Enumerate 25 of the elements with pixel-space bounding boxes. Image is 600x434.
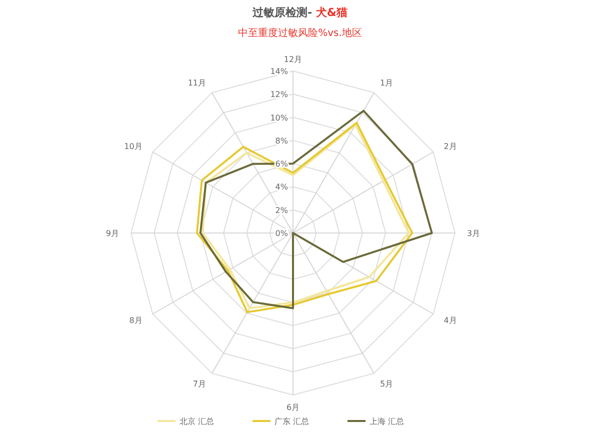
y-tick-label: 10% bbox=[270, 113, 288, 122]
spoke-label: 1月 bbox=[380, 78, 394, 88]
spoke-label: 5月 bbox=[380, 380, 394, 389]
legend-label: 广东 汇总 bbox=[274, 417, 310, 426]
spoke-label: 3月 bbox=[467, 229, 480, 238]
legend-label: 北京 汇总 bbox=[180, 417, 214, 426]
y-tick-label: 14% bbox=[270, 67, 288, 76]
y-tick-label: 4% bbox=[275, 182, 288, 192]
spoke-label: 7月 bbox=[192, 380, 206, 389]
spoke-label: 11月 bbox=[188, 78, 206, 88]
spoke-label: 9月 bbox=[106, 229, 119, 238]
y-tick-label: 0% bbox=[275, 229, 288, 238]
y-tick-label: 2% bbox=[275, 206, 288, 215]
spoke-label: 8月 bbox=[129, 316, 142, 325]
spoke-label: 6月 bbox=[286, 403, 300, 412]
chart-title: 过敏原检测- 犬&猫 bbox=[252, 6, 348, 19]
spoke-label: 2月 bbox=[444, 142, 457, 151]
spoke-label: 10月 bbox=[124, 142, 142, 151]
legend-label: 上海 汇总 bbox=[370, 417, 404, 426]
y-tick-label: 8% bbox=[275, 136, 288, 146]
y-tick-label: 12% bbox=[270, 90, 288, 100]
chart-subtitle: 中至重度过敏风险%vs.地区 bbox=[238, 27, 362, 39]
y-tick-label: 6% bbox=[275, 160, 288, 169]
spoke-label: 12月 bbox=[284, 55, 302, 64]
spoke-label: 4月 bbox=[444, 316, 457, 325]
